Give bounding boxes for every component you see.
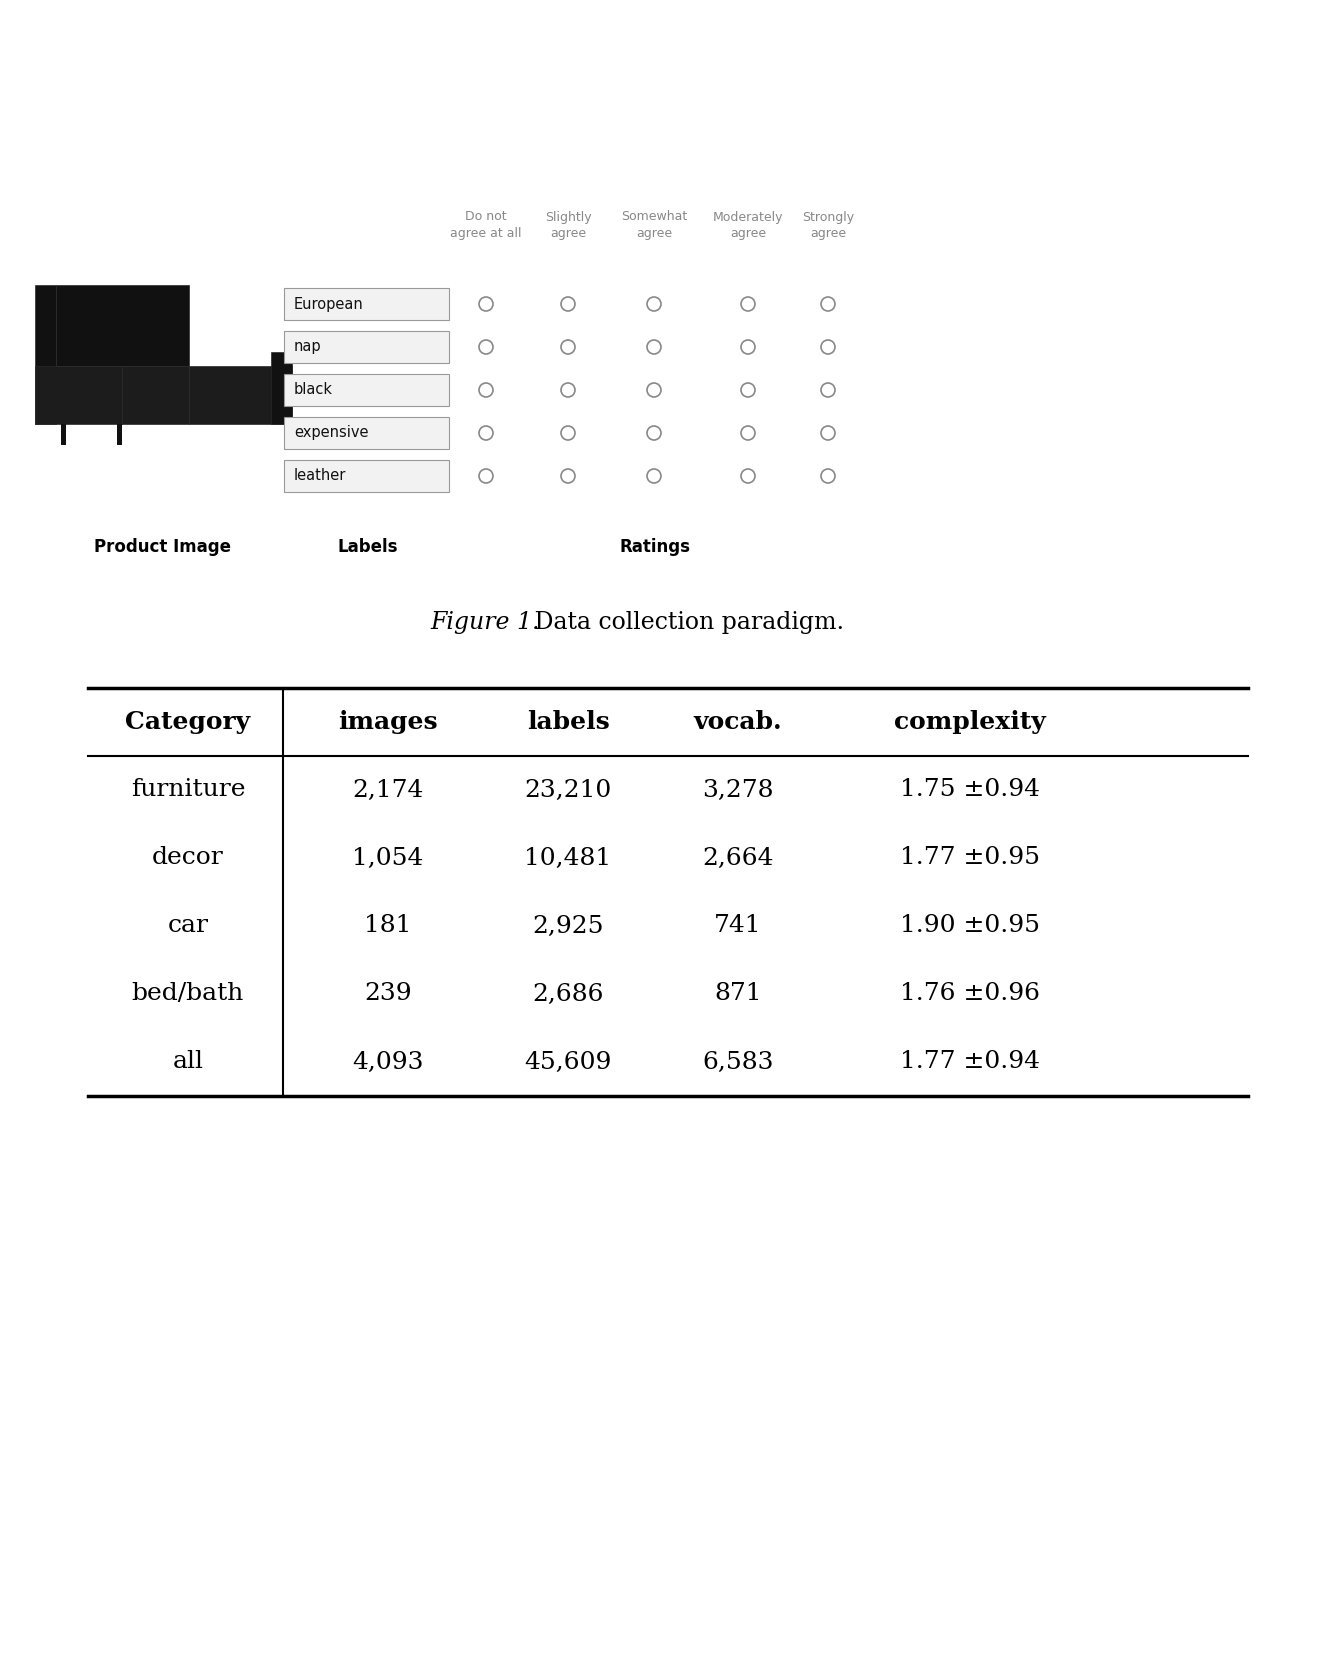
Text: Category: Category <box>126 710 251 735</box>
Text: 2,686: 2,686 <box>532 982 604 1005</box>
Text: 741: 741 <box>715 915 762 937</box>
Bar <box>61 424 65 444</box>
Text: 1.77 ±0.94: 1.77 ±0.94 <box>900 1050 1039 1074</box>
Text: decor: decor <box>152 847 224 870</box>
Text: Strongly
agree: Strongly agree <box>802 210 854 239</box>
Text: all: all <box>172 1050 203 1074</box>
Bar <box>118 424 122 444</box>
Text: 1.76 ±0.96: 1.76 ±0.96 <box>900 982 1039 1005</box>
Text: labels: labels <box>526 710 609 735</box>
Text: bed/bath: bed/bath <box>132 982 244 1005</box>
Bar <box>285 287 449 321</box>
Text: 1,054: 1,054 <box>353 847 424 870</box>
Text: European: European <box>294 297 363 312</box>
Text: Slightly
agree: Slightly agree <box>545 210 592 239</box>
Bar <box>285 374 449 406</box>
Text: Data collection paradigm.: Data collection paradigm. <box>526 611 844 633</box>
Text: 2,664: 2,664 <box>703 847 774 870</box>
Text: vocab.: vocab. <box>693 710 783 735</box>
Text: Ratings: Ratings <box>620 538 691 556</box>
Text: 45,609: 45,609 <box>524 1050 612 1074</box>
Text: car: car <box>167 915 208 937</box>
Bar <box>285 459 449 493</box>
Text: 6,583: 6,583 <box>703 1050 774 1074</box>
Text: 2,174: 2,174 <box>353 778 424 802</box>
Text: leather: leather <box>294 469 346 484</box>
Text: 2,925: 2,925 <box>532 915 604 937</box>
Text: images: images <box>338 710 438 735</box>
Text: 1.90 ±0.95: 1.90 ±0.95 <box>900 915 1039 937</box>
Bar <box>188 366 293 424</box>
Text: Do not
agree at all: Do not agree at all <box>450 210 522 239</box>
Text: Figure 1.: Figure 1. <box>430 611 540 633</box>
Text: furniture: furniture <box>131 778 246 802</box>
Text: 3,278: 3,278 <box>703 778 774 802</box>
Text: Labels: Labels <box>338 538 398 556</box>
Text: 239: 239 <box>365 982 411 1005</box>
Text: nap: nap <box>294 339 322 354</box>
Text: 4,093: 4,093 <box>353 1050 424 1074</box>
Text: 23,210: 23,210 <box>524 778 612 802</box>
Bar <box>35 286 56 424</box>
Text: black: black <box>294 382 333 397</box>
Text: 1.77 ±0.95: 1.77 ±0.95 <box>900 847 1039 870</box>
Text: expensive: expensive <box>294 426 369 441</box>
Text: 181: 181 <box>365 915 411 937</box>
Bar <box>35 366 188 424</box>
Bar <box>285 331 449 362</box>
Text: Moderately
agree: Moderately agree <box>712 210 783 239</box>
Text: 1.75 ±0.94: 1.75 ±0.94 <box>900 778 1039 802</box>
Bar <box>271 352 293 424</box>
Text: Product Image: Product Image <box>95 538 231 556</box>
Text: complexity: complexity <box>894 710 1046 735</box>
Text: Somewhat
agree: Somewhat agree <box>621 210 687 239</box>
Text: 10,481: 10,481 <box>525 847 612 870</box>
Bar <box>285 418 449 449</box>
Bar <box>56 286 188 366</box>
Text: 871: 871 <box>715 982 762 1005</box>
